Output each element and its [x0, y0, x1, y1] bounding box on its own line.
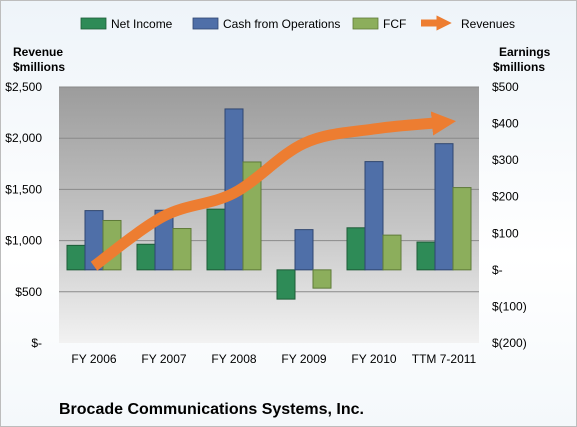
legend-item-cash-from-operations: Cash from Operations — [192, 17, 340, 31]
legend-item-fcf: FCF — [352, 17, 406, 31]
right-tick-label: $- — [492, 263, 503, 277]
legend-swatch-fcf — [352, 17, 379, 30]
right-axis-title-line2: $millions — [493, 60, 545, 74]
category-label: FY 2007 — [141, 352, 186, 366]
legend-swatch-cash-from-operations — [192, 17, 219, 30]
left-tick-label: $2,500 — [5, 80, 42, 94]
category-label: TTM 7-2011 — [412, 352, 477, 366]
bar-fcf — [312, 269, 332, 289]
line-revenues — [90, 111, 457, 271]
right-tick-label: $(100) — [492, 299, 527, 313]
right-tick-label: $(200) — [492, 336, 527, 350]
bar-net-income — [346, 227, 366, 271]
right-axis: $(200) $(100) $- $100 $200 $300 $400 $500 — [492, 80, 527, 350]
bar-fcf — [452, 187, 472, 271]
right-tick-label: $500 — [492, 80, 519, 94]
left-tick-label: $1,500 — [5, 182, 42, 196]
category-label: FY 2006 — [71, 352, 116, 366]
company-title: Brocade Communications Systems, Inc. — [59, 401, 364, 418]
legend-label-net-income: Net Income — [111, 17, 173, 31]
legend-label-cash-from-operations: Cash from Operations — [223, 17, 340, 31]
bar-net-income — [276, 269, 296, 300]
right-tick-label: $300 — [492, 153, 519, 167]
category-label: FY 2008 — [211, 352, 256, 366]
revenue-series — [90, 111, 457, 271]
bar-net-income — [66, 244, 86, 271]
left-axis-title-line2: $millions — [13, 60, 65, 74]
legend-item-revenues: Revenues — [421, 15, 515, 31]
bar-cash-from-operations — [294, 229, 314, 271]
left-tick-label: $500 — [15, 285, 42, 299]
bar-cash-from-operations — [434, 143, 454, 271]
legend-item-net-income: Net Income — [80, 17, 173, 31]
right-tick-label: $400 — [492, 117, 519, 131]
bar-cash-from-operations — [364, 161, 384, 271]
bar-net-income — [136, 243, 156, 271]
bar-net-income — [416, 241, 436, 271]
bars — [66, 108, 472, 300]
bar-fcf — [172, 228, 192, 271]
category-label: FY 2010 — [351, 352, 396, 366]
right-tick-label: $100 — [492, 226, 519, 240]
left-tick-label: $2,000 — [5, 131, 42, 145]
right-axis-title-line1: Earnings — [499, 45, 551, 59]
right-tick-label: $200 — [492, 190, 519, 204]
category-label: FY 2009 — [281, 352, 326, 366]
left-axis: $- $500 $1,000 $1,500 $2,000 $2,500 — [5, 80, 42, 350]
x-axis: FY 2006 FY 2007 FY 2008 FY 2009 FY 2010 TTM 7… — [71, 352, 476, 366]
legend: Net Income Cash from Operations FCF Reve… — [80, 15, 515, 31]
bar-net-income — [206, 208, 226, 271]
legend-label-revenues: Revenues — [461, 17, 515, 31]
bar-fcf — [382, 234, 402, 271]
legend-swatch-net-income — [80, 17, 107, 30]
left-tick-label: $- — [31, 336, 42, 350]
left-tick-label: $1,000 — [5, 234, 42, 248]
legend-label-fcf: FCF — [383, 17, 406, 31]
left-axis-title-line1: Revenue — [13, 45, 63, 59]
